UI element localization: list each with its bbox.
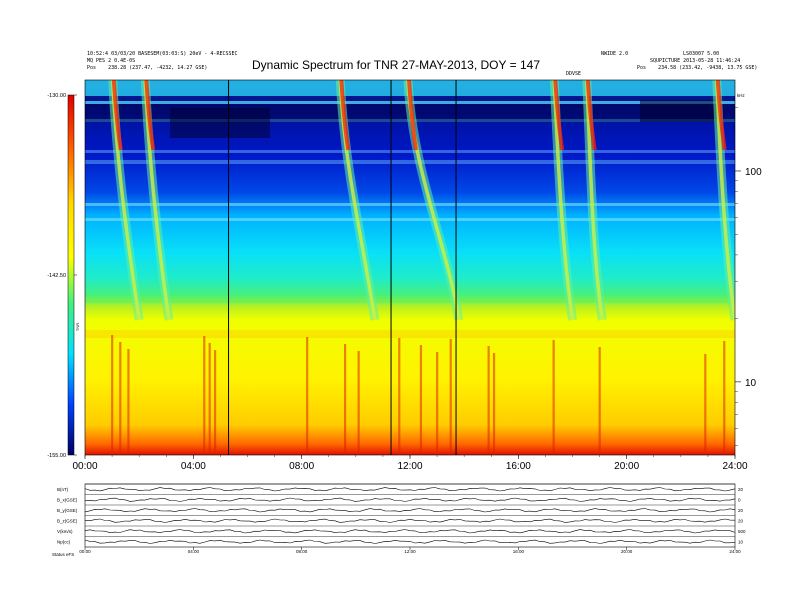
header-right-info-line-2: SQUPICTURE 2013-05-28 11:46:24 (650, 58, 741, 64)
bottom-x-tick-label: 00:00 (79, 549, 91, 554)
x-tick-label: 20:00 (614, 461, 639, 472)
panel-tick-label: 10 (738, 539, 744, 544)
bottom-x-tick-label: 12:00 (404, 549, 416, 554)
emission-spike (419, 345, 423, 455)
panel-trace (84, 487, 736, 492)
type-iii-burst-core (111, 80, 123, 151)
panel-label: B_z(GSE) (57, 518, 78, 523)
panel-label: V(km/s) (57, 529, 73, 534)
x-tick-label: 16:00 (506, 461, 531, 472)
panel-trace (84, 539, 736, 544)
type-iii-burst-core (339, 80, 351, 151)
header-right-info-a: NWIDE 2.0 (601, 51, 629, 57)
bottom-x-tick-label: 20:00 (621, 549, 633, 554)
x-tick-label: 00:00 (72, 461, 97, 472)
right-axis-units: kHz (737, 93, 745, 98)
chart-title: Dynamic Spectrum for TNR 27-MAY-2013, DO… (251, 58, 540, 72)
type-iii-burst (552, 80, 575, 321)
x-tick-label: 08:00 (289, 461, 314, 472)
panel-tick-label: 20 (738, 518, 744, 523)
panel-trace (84, 529, 736, 534)
emission-spike (398, 338, 401, 455)
emission-spike (723, 341, 726, 455)
x-tick-label: 24:00 (722, 461, 747, 472)
panel-trace (84, 497, 736, 502)
panel-tick-label: 20 (738, 508, 744, 513)
header-info-line-1: 10:52:4 03/03/20 BASESEM(03:03:S) 20eV -… (87, 51, 238, 57)
emission-spike (306, 337, 309, 455)
panel-trace (84, 508, 736, 513)
header-right-info-line-3: Pos 234.58 (233.42, -9438, 13.75 GSE) (637, 65, 758, 71)
emission-spike (119, 342, 122, 455)
emission-spike (552, 340, 555, 455)
y-tick-label: 100 (745, 167, 762, 178)
status-label: Status eFS (52, 552, 74, 557)
panel-label: B(nT) (57, 487, 69, 492)
panel-label: B_y(GSE) (57, 508, 78, 513)
type-iii-burst-core (553, 80, 565, 151)
emission-spike (357, 351, 360, 455)
emission-spike (127, 349, 130, 455)
emission-spike (449, 339, 452, 455)
panel-trace (84, 518, 736, 523)
panel-tick-label: 0 (738, 497, 741, 502)
colorbar-tick-label: -142.50 (47, 273, 66, 279)
colorbar-label: TNR (75, 323, 80, 331)
emission-spike (436, 352, 439, 455)
emission-spike (111, 335, 114, 455)
emission-spike (208, 343, 211, 455)
type-iii-burst-core (144, 80, 156, 151)
emission-spike (214, 350, 217, 455)
emission-spike (344, 344, 347, 455)
panel-label: B_x(GSE) (57, 497, 78, 502)
type-iii-burst (585, 80, 605, 321)
type-iii-burst (715, 80, 735, 321)
panel-tick-label: 500 (738, 529, 746, 534)
emission-spike (203, 336, 206, 455)
x-tick-label: 04:00 (181, 461, 206, 472)
header-info-line-2: MQ PES 2 0.4E-0S (87, 58, 136, 64)
emission-spike (492, 353, 496, 455)
header-mid-label: DDVSE (566, 71, 582, 77)
y-tick-label: 10 (745, 378, 757, 389)
type-iii-burst-core (715, 80, 727, 151)
type-iii-burst-core (585, 80, 597, 151)
emission-spike (598, 347, 601, 455)
bottom-x-tick-label: 04:00 (188, 549, 200, 554)
header-right-info-b: LS03007 5.00 (683, 51, 720, 57)
x-tick-label: 12:00 (397, 461, 422, 472)
bottom-x-tick-label: 08:00 (296, 549, 308, 554)
colorbar-tick-label: -155.00 (47, 453, 66, 459)
emission-spike (704, 354, 707, 455)
panel-tick-label: 20 (738, 487, 744, 492)
bottom-x-tick-label: 24:00 (729, 549, 741, 554)
panel-label: Np(cc) (57, 539, 71, 544)
type-iii-burst-core (407, 80, 418, 151)
emission-spike (487, 346, 490, 455)
colorbar (67, 94, 75, 456)
bottom-x-tick-label: 16:00 (513, 549, 525, 554)
spectrogram-background (85, 80, 735, 455)
colorbar-tick-label: -130.00 (47, 93, 66, 99)
header-info-line-3: Pos 238.28 (237.47, -4232, 14.27 GSE) (87, 65, 208, 71)
